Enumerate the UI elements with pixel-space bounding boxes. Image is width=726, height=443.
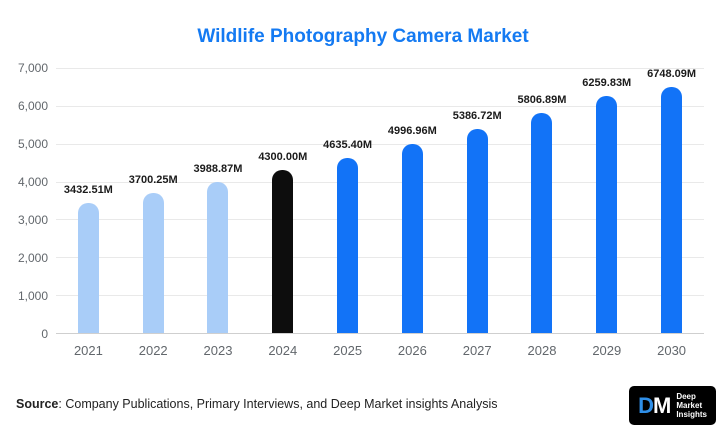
x-tick-label: 2022 <box>138 343 168 358</box>
bar-value-label: 4996.96M <box>387 124 437 137</box>
plot-area: 3432.51M 3700.25M 3988.87M 4300.00M 4635.40M… <box>56 68 704 334</box>
bar <box>661 87 683 333</box>
bar-column: 5386.72M <box>445 68 510 333</box>
y-tick-label: 1,000 <box>17 289 48 303</box>
y-tick-label: 4,000 <box>17 175 48 189</box>
bar-column: 3988.87M <box>186 68 251 333</box>
bar-value-label: 3988.87M <box>193 163 243 175</box>
logo-wordmark: Deep Market Insights <box>676 392 707 419</box>
bar <box>596 96 618 333</box>
x-axis: 2021 2022 2023 2024 2025 2026 2027 2028 2029 2030 <box>56 334 704 358</box>
y-tick-label: 3,000 <box>17 212 48 227</box>
source-label: Source <box>16 397 59 411</box>
source-note: Source: Company Publications, Primary In… <box>16 397 497 411</box>
x-tick-label: 2029 <box>592 343 622 358</box>
bar-value-label: 4635.40M <box>323 138 373 151</box>
y-tick-label: 5,000 <box>17 136 48 151</box>
bar-column: 4635.40M <box>315 68 380 333</box>
bar-column: 3432.51M <box>56 68 121 333</box>
x-tick-label: 2027 <box>462 343 492 358</box>
bar <box>337 157 359 333</box>
y-tick-label: 0 <box>41 327 48 341</box>
gridline <box>56 257 704 259</box>
gridline <box>56 68 704 69</box>
bar-value-label: 4300.00M <box>258 151 308 164</box>
bar-value-label: 6748.09M <box>647 68 697 80</box>
bar <box>272 170 294 333</box>
bar-value-label: 6259.83M <box>582 77 632 90</box>
bar <box>77 203 99 333</box>
bar <box>142 192 164 333</box>
bar-column: 5806.89M <box>510 68 575 333</box>
gridlines <box>56 68 704 333</box>
x-tick-label: 2024 <box>268 343 298 358</box>
bar <box>401 143 423 333</box>
logo-letter-d: D <box>638 392 654 418</box>
chart-title: Wildlife Photography Camera Market <box>197 26 529 47</box>
x-tick-label: 2023 <box>203 343 233 358</box>
bars: 3432.51M 3700.25M 3988.87M 4300.00M 4635.40M… <box>56 68 704 333</box>
bar-value-label: 3432.51M <box>63 184 113 197</box>
bar-value-label: 3700.25M <box>128 173 178 186</box>
x-tick-label: 2028 <box>527 343 557 358</box>
bar-column: 6748.09M <box>639 68 704 333</box>
x-tick-label: 2025 <box>333 343 363 358</box>
y-tick-label: 7,000 <box>17 61 48 75</box>
gridline <box>56 105 704 107</box>
bar-column: 3700.25M <box>121 68 186 333</box>
logo-line-deep: Deep <box>676 392 696 401</box>
logo-line-market: Market <box>676 401 703 410</box>
bar-column: 4996.96M <box>380 68 445 333</box>
chart-body: 0 1,000 2,000 3,000 4,000 5,000 6,000 7,000 343… <box>10 61 704 341</box>
source-text: : Company Publications, Primary Intervie… <box>58 397 498 411</box>
x-tick-label: 2030 <box>657 343 687 358</box>
deep-market-insights-logo: DM Deep Market Insights <box>629 386 716 425</box>
gridline <box>56 219 704 221</box>
bar <box>466 129 488 333</box>
gridline <box>56 181 704 183</box>
gridline <box>56 143 704 145</box>
y-tick-label: 6,000 <box>17 98 48 113</box>
logo-letter-m: M <box>653 392 671 418</box>
dm-monogram-icon: DM <box>638 392 671 418</box>
bar <box>207 182 229 333</box>
bar-value-label: 5386.72M <box>452 110 502 123</box>
logo-line-insights: Insights <box>676 410 707 419</box>
y-axis: 0 1,000 2,000 3,000 4,000 5,000 6,000 7,000 <box>10 61 56 341</box>
x-tick-label: 2026 <box>397 343 427 358</box>
bar-value-label: 5806.89M <box>517 94 567 107</box>
bar-column: 4300.00M <box>250 68 315 333</box>
x-tick-label: 2021 <box>73 343 103 358</box>
y-tick-label: 2,000 <box>17 251 48 265</box>
bar <box>531 113 553 333</box>
gridline <box>56 295 704 297</box>
bar-column: 6259.83M <box>574 68 639 333</box>
